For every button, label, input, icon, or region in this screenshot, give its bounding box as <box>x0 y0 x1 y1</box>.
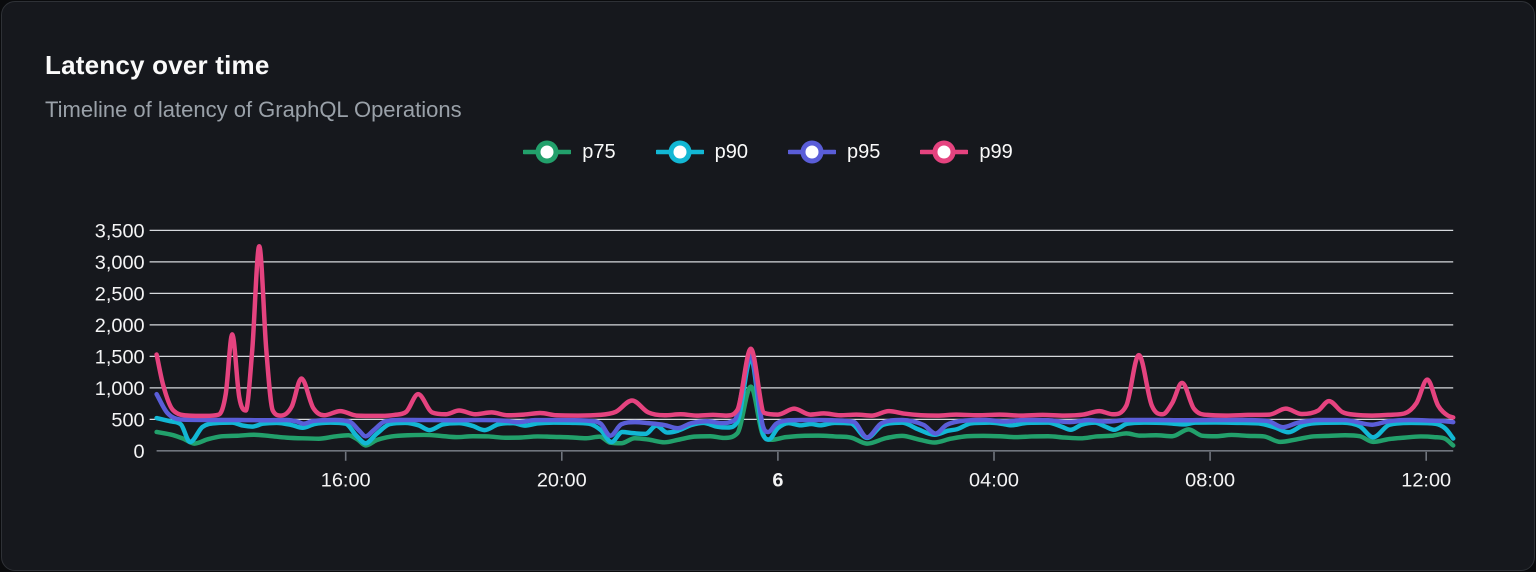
chart-subtitle: Timeline of latency of GraphQL Operation… <box>45 97 462 122</box>
legend-label-p90: p90 <box>714 140 748 163</box>
legend-label-p95: p95 <box>847 140 881 163</box>
x-tick-label: 04:00 <box>969 470 1019 492</box>
legend-item-p75[interactable]: p75 <box>523 138 616 166</box>
legend-item-p90[interactable]: p90 <box>655 138 748 166</box>
legend: p75 p90 p95 p99 <box>2 138 1534 166</box>
x-tick-label: 12:00 <box>1401 470 1451 492</box>
series-line-p90 <box>154 356 1456 446</box>
x-tick-label: 20:00 <box>537 470 587 492</box>
y-tick-label: 2,000 <box>95 315 145 337</box>
y-tick-label: 3,500 <box>95 220 145 242</box>
legend-item-p95[interactable]: p95 <box>788 138 880 166</box>
legend-marker-p90-icon <box>655 140 704 164</box>
legend-marker-p99-icon <box>920 140 969 164</box>
y-tick-label: 0 <box>134 441 145 463</box>
page-title: Latency over time <box>45 50 270 80</box>
y-tick-label: 1,000 <box>95 378 145 400</box>
x-tick-label: 6 <box>772 470 783 492</box>
legend-label-p75: p75 <box>582 140 616 163</box>
legend-marker-p95-icon <box>788 140 836 164</box>
y-tick-label: 2,500 <box>95 283 145 305</box>
y-tick-label: 500 <box>111 409 144 431</box>
legend-item-p99[interactable]: p99 <box>920 138 1013 166</box>
x-tick-label: 16:00 <box>321 470 371 492</box>
legend-marker-p75-icon <box>523 140 572 164</box>
x-tick-label: 08:00 <box>1185 470 1235 492</box>
series-line-p99 <box>154 243 1456 420</box>
y-tick-label: 1,500 <box>95 346 145 368</box>
y-tick-label: 3,000 <box>95 252 145 274</box>
legend-label-p99: p99 <box>979 140 1013 163</box>
